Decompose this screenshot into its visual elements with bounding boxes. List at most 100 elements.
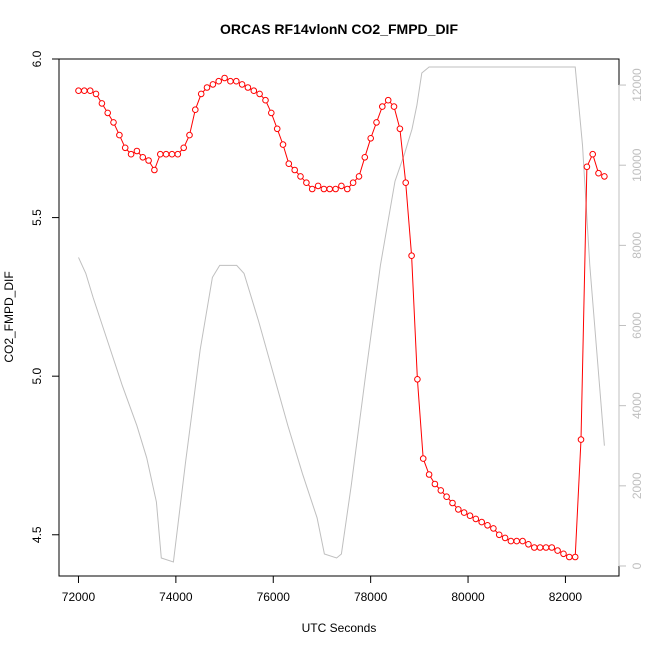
data-point — [145, 157, 152, 164]
data-point — [273, 125, 281, 133]
secondary-series-layer — [78, 66, 605, 563]
data-point — [507, 537, 515, 545]
data-point — [81, 87, 88, 94]
data-point — [431, 480, 439, 488]
data-point — [379, 103, 386, 110]
data-point — [460, 509, 468, 516]
y-tick-label: 5.5 — [30, 209, 44, 226]
data-point — [168, 150, 176, 158]
plot-frame — [58, 58, 620, 577]
data-point — [139, 154, 147, 161]
data-point — [221, 74, 228, 82]
data-point — [344, 185, 351, 193]
data-point — [490, 525, 497, 532]
data-point — [414, 376, 421, 383]
data-point — [361, 154, 369, 161]
data-point — [308, 185, 316, 193]
data-point — [455, 506, 462, 513]
data-point — [238, 81, 246, 88]
y-tick-label: 5.0 — [30, 368, 44, 385]
x-tick-label: 82000 — [549, 590, 583, 604]
data-point — [408, 252, 415, 259]
data-point — [151, 166, 158, 174]
primary-series-line — [78, 77, 605, 558]
y-tick-label: 4.5 — [30, 526, 44, 543]
data-point — [98, 100, 106, 107]
axes-layer: 72000 74000 76000 78000 80000 82000 4.5 5.0 5.5 6… — [30, 50, 644, 604]
data-point — [203, 84, 211, 91]
data-point — [285, 160, 293, 167]
data-point — [157, 150, 164, 158]
data-point — [373, 119, 380, 126]
data-point — [577, 436, 585, 443]
x-tick-label: 78000 — [354, 590, 388, 604]
data-point — [75, 87, 82, 94]
data-point — [320, 185, 328, 193]
data-point — [133, 147, 141, 155]
data-point — [384, 96, 392, 104]
data-point — [104, 109, 111, 117]
data-point — [396, 125, 404, 133]
data-point — [519, 537, 526, 545]
data-point — [536, 544, 544, 551]
data-point — [601, 173, 608, 180]
data-point — [233, 77, 240, 85]
data-point — [419, 455, 427, 462]
data-point — [180, 144, 187, 152]
data-point — [589, 150, 597, 158]
data-point — [186, 131, 193, 139]
data-point — [548, 544, 556, 551]
data-point — [466, 512, 474, 520]
data-point — [209, 81, 217, 88]
y-axis-label: CO2_FMPD_DIF — [2, 271, 16, 362]
x-axis-label: UTC Seconds — [302, 621, 377, 635]
data-point — [554, 547, 561, 554]
data-point — [279, 141, 287, 148]
data-point — [525, 541, 532, 548]
data-point — [390, 103, 398, 110]
data-point — [256, 90, 263, 98]
data-point — [513, 537, 521, 545]
x-tick-label: 72000 — [62, 590, 96, 604]
secondary-series-line — [78, 66, 605, 563]
y2-tick-label: 6000 — [630, 312, 644, 339]
y-tick-label: 6.0 — [30, 50, 44, 67]
data-point — [262, 96, 269, 104]
primary-series-layer — [75, 74, 608, 561]
y2-tick-label: 10000 — [630, 148, 644, 182]
data-point — [291, 166, 299, 174]
data-point — [402, 179, 410, 186]
data-point — [121, 144, 129, 152]
data-point — [566, 553, 573, 561]
data-point — [542, 544, 550, 551]
data-point — [367, 135, 375, 142]
data-point — [297, 173, 304, 180]
data-point — [244, 84, 252, 91]
data-point — [472, 515, 480, 523]
data-point — [495, 531, 503, 539]
x-tick-label: 80000 — [451, 590, 485, 604]
data-point — [110, 119, 117, 126]
data-point — [437, 487, 445, 494]
data-point — [449, 499, 456, 507]
x-tick-label: 76000 — [257, 590, 291, 604]
data-point — [162, 150, 170, 158]
data-point — [332, 185, 339, 193]
y2-tick-label: 2000 — [630, 472, 644, 499]
data-point — [443, 493, 450, 501]
data-point — [127, 150, 135, 158]
data-point — [571, 553, 579, 561]
data-point — [478, 518, 486, 526]
data-point — [326, 185, 334, 193]
data-point — [250, 87, 258, 94]
chart-title: ORCAS RF14vlonN CO2_FMPD_DIF — [220, 21, 458, 37]
data-point — [197, 90, 205, 98]
data-point — [583, 163, 591, 171]
x-tick-label: 74000 — [159, 590, 193, 604]
data-point — [531, 544, 538, 551]
data-point — [227, 77, 234, 85]
data-point — [215, 77, 222, 85]
y2-tick-label: 12000 — [630, 68, 644, 102]
